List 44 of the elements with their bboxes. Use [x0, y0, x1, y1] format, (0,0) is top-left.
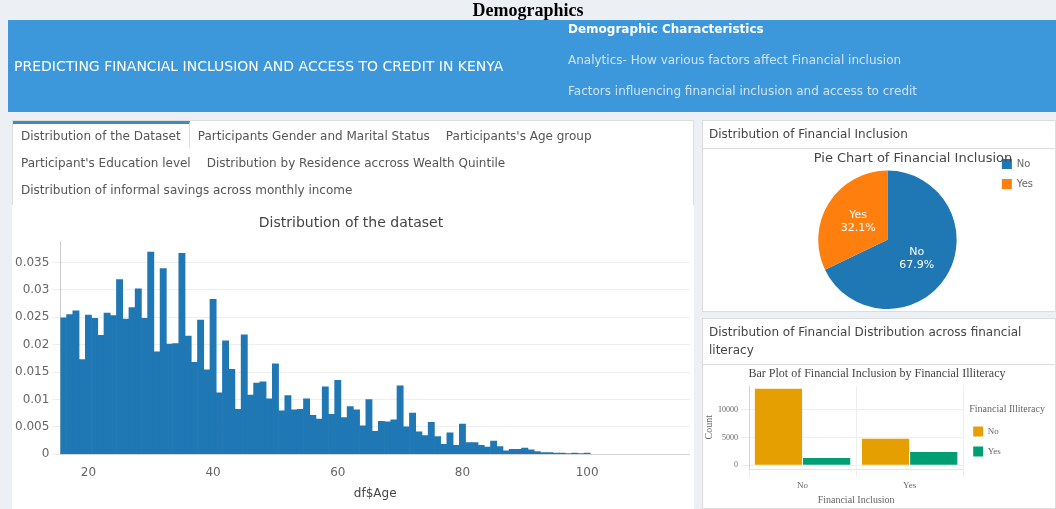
- y-tick-label: 0.005: [14, 418, 50, 433]
- chart-title: Bar Plot of Financial Inclusion by Financial Illiteracy: [748, 366, 1006, 381]
- text: Distribution by Residence accross Wealth Quintile: [205, 155, 507, 172]
- x-tick-label: 60: [330, 464, 346, 479]
- y-tick-label: 0: [41, 446, 50, 461]
- text: Distribution of the Dataset: [13, 121, 190, 148]
- data-label: 67.9%: [899, 257, 935, 271]
- text: Analytics- How various factors affect Financial inclusion: [568, 53, 902, 67]
- legend-title: Financial Illiteracy: [969, 403, 1046, 415]
- text: PREDICTING FINANCIAL INCLUSION AND ACCESS TO CREDIT IN KENYA: [14, 57, 504, 76]
- x-tick-label: 80: [454, 464, 471, 479]
- y-tick-label: 0: [734, 460, 738, 470]
- text: Participants Gender and Marital Status: [196, 128, 431, 145]
- y-tick-label: 0.035: [14, 254, 50, 269]
- y-tick-label: 5000: [722, 432, 738, 442]
- y-tick-label: 0.02: [22, 336, 50, 351]
- chart-title: Distribution of the dataset: [258, 214, 444, 231]
- legend-label: Yes: [1015, 177, 1034, 189]
- x-axis-title: Financial Inclusion: [817, 493, 895, 505]
- x-tick-label: 20: [80, 464, 97, 479]
- y-axis-title: Count: [702, 414, 714, 440]
- y-tick-label: 0.025: [14, 309, 50, 324]
- y-tick-label: 0.03: [22, 282, 50, 297]
- chart-title: Pie Chart of Financial Inclusion: [813, 150, 1013, 166]
- text: Demographics: [471, 0, 585, 20]
- y-tick-label: 0.015: [14, 364, 50, 379]
- text: Distribution of Financial Distribution across financial literacy: [703, 319, 1055, 365]
- x-tick-label: 40: [205, 464, 221, 479]
- y-tick-label: 0.01: [22, 391, 50, 406]
- x-tick-label: 100: [575, 464, 599, 479]
- x-axis-title: df$Age: [353, 485, 397, 500]
- data-label: 32.1%: [840, 220, 876, 234]
- text: Demographic Characteristics: [568, 22, 764, 36]
- slice-label: Yes: [848, 207, 868, 221]
- y-tick-label: 10000: [718, 404, 738, 414]
- text: Distribution of informal savings across monthly income: [20, 182, 354, 199]
- text: Participant's Education level: [20, 155, 192, 172]
- legend-label: Yes: [987, 445, 1002, 456]
- text: Participants's Age group: [444, 128, 593, 145]
- legend-label: No: [987, 425, 1000, 436]
- legend-label: No: [1016, 157, 1031, 169]
- text: Distribution of Financial Inclusion: [703, 121, 1055, 149]
- text: Factors influencing financial inclusion and access to credit: [568, 84, 918, 98]
- slice-label: No: [909, 244, 925, 258]
